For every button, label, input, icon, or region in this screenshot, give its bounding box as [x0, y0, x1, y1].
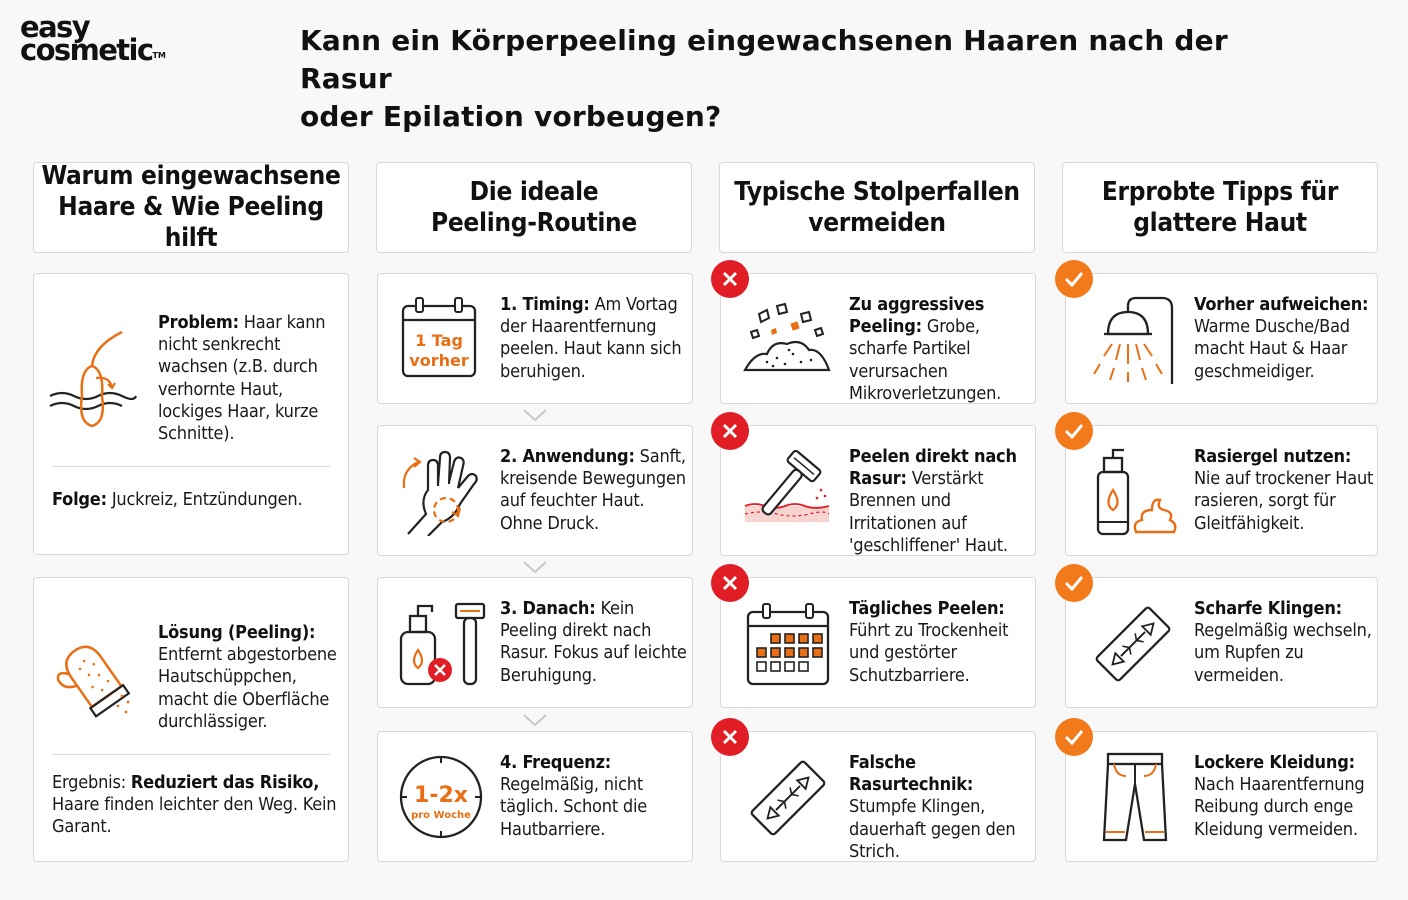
routine-step-3-label: 3. Danach: [500, 598, 596, 619]
tip-2-text: Nie auf trockener Haut rasieren, sorgt f… [1194, 468, 1374, 534]
pitfall-2: Peelen direkt nach Rasur: Verstärkt Bren… [720, 425, 1036, 556]
frequency-unit: pro Woche [411, 810, 471, 821]
chevron-down-icon [523, 561, 547, 574]
shower-icon [1093, 296, 1174, 384]
razor-blade-icon [750, 760, 826, 836]
routine-step-1-text: Am Vortag der Haarentfernung peelen. Hau… [500, 294, 682, 382]
checkmark-icon [1055, 260, 1093, 298]
tip-3: Scharfe Klingen: Regelmäßig wechseln, um… [1065, 577, 1378, 708]
tip-2-label: Rasiergel nutzen: [1194, 446, 1352, 467]
ingrown-hair-icon [49, 330, 138, 428]
routine-step-2-text: Sanft, kreisende Bewegungen auf feuchter… [500, 446, 686, 534]
chevron-down-icon [523, 409, 547, 422]
column-header-routine: Die ideale Peeling-Routine [376, 162, 692, 253]
brand-logo: easy cosmeticTM [20, 10, 166, 64]
pitfall-4-text: Stumpfe Klingen, dauerhaft gegen den Str… [849, 796, 1016, 862]
column-header-why: Warum eingewachsene Haare & Wie Peeling … [33, 161, 349, 253]
routine-step-2-label: 2. Anwendung: [500, 446, 635, 467]
card-solution: Lösung (Peeling): Entfernt abgestorbene … [33, 577, 349, 862]
column-header-routine-text: Die ideale Peeling-Routine [431, 176, 637, 238]
pitfall-3: Tägliches Peelen: Führt zu Trockenheit u… [720, 577, 1036, 708]
page-title: Kann ein Körperpeeling eingewachsenen Ha… [300, 24, 1228, 133]
trousers-icon [1102, 752, 1168, 842]
routine-step-4-label: 4. Frequenz: [500, 752, 612, 773]
pitfall-4-label: Falsche Rasurtechnik: [849, 752, 974, 796]
brand-line-2: cosmetic [20, 32, 154, 67]
pitfall-3-label: Tägliches Peelen: [849, 598, 1005, 619]
razor-blade-icon [1095, 606, 1171, 682]
problem-label: Problem: [158, 312, 239, 333]
error-x-icon [711, 260, 749, 298]
result-label: Ergebnis: [52, 772, 131, 793]
error-x-icon [711, 564, 749, 602]
consequence-text: Juckreiz, Entzündungen. [106, 489, 303, 510]
calendar-day-label: 1 Tag [415, 331, 463, 350]
column-header-pitfalls: Typische Stolperfallen vermeiden [719, 162, 1035, 253]
routine-step-3: 3. Danach: Kein Peeling direkt nach Rasu… [377, 577, 693, 708]
result-bold: Reduziert das Risiko, [130, 772, 320, 793]
checkmark-icon [1055, 718, 1093, 756]
tip-4: Lockere Kleidung: Nach Haarentfernung Re… [1065, 731, 1378, 862]
column-header-why-text: Warum eingewachsene Haare & Wie Peeling … [41, 161, 341, 253]
tip-1-text: Warme Dusche/Bad macht Haut & Haar gesch… [1194, 316, 1350, 382]
frequency-value: 1-2x [414, 783, 468, 808]
scrub-particles-icon [743, 302, 831, 372]
tip-1-label: Vorher aufweichen: [1194, 294, 1369, 315]
razor-skin-icon [744, 450, 830, 522]
tip-4-text: Nach Haarentfernung Reibung durch enge K… [1194, 774, 1365, 840]
divider [52, 466, 330, 467]
routine-step-3-text: Kein Peeling direkt nach Rasur. Fokus au… [500, 598, 687, 686]
brand-line-1: easy [20, 10, 91, 44]
hand-circle-icon [402, 450, 478, 536]
tip-1: Vorher aufweichen: Warme Dusche/Bad mach… [1065, 273, 1378, 404]
routine-step-4-text: Regelmäßig, nicht täglich. Schont die Ha… [500, 774, 648, 840]
result-text: Haare finden leichter den Weg. Kein Gara… [52, 794, 337, 838]
tip-3-label: Scharfe Klingen: [1194, 598, 1342, 619]
checkmark-icon [1055, 412, 1093, 450]
routine-step-1: 1 Tag vorher 1. Timing: Am Vortag der Ha… [377, 273, 693, 404]
card-problem: Problem: Haar kann nicht senkrecht wachs… [33, 273, 349, 555]
lotion-razor-icon [399, 602, 486, 686]
pitfall-1-label: Zu aggressives Peeling: [849, 294, 985, 338]
divider [52, 754, 330, 755]
brand-tm: TM [152, 50, 166, 60]
pitfall-2-text: Verstärkt Brennen und Irritationen auf '… [849, 468, 1008, 556]
column-header-tips-text: Erprobte Tipps für glattere Haut [1101, 176, 1339, 238]
calendar-before-label: vorher [409, 351, 469, 370]
tip-4-label: Lockere Kleidung: [1194, 752, 1355, 773]
routine-step-4: 1-2x pro Woche 4. Frequenz: Regelmäßig, … [377, 731, 693, 862]
consequence-label: Folge: [52, 489, 107, 510]
pitfall-4: Falsche Rasurtechnik: Stumpfe Klingen, d… [720, 731, 1036, 862]
calendar-icon: 1 Tag vorher [401, 297, 477, 378]
error-x-icon [711, 412, 749, 450]
tip-3-text: Regelmäßig wechseln, um Rupfen zu vermei… [1194, 620, 1372, 686]
problem-text: Haar kann nicht senkrecht wachsen (z.B. … [158, 312, 326, 445]
chevron-down-icon [523, 714, 547, 727]
calendar-grid-icon [746, 603, 830, 686]
tip-2: Rasiergel nutzen: Nie auf trockener Haut… [1065, 425, 1378, 556]
routine-step-1-label: 1. Timing: [500, 294, 590, 315]
pitfall-2-label: Peelen direkt nach Rasur: [849, 446, 1017, 490]
pitfall-1: Zu aggressives Peeling: Grobe, scharfe P… [720, 273, 1036, 404]
solution-label: Lösung (Peeling): [158, 622, 316, 643]
error-x-icon [711, 718, 749, 756]
pitfall-1-text: Grobe, scharfe Partikel verursachen Mikr… [849, 316, 1002, 404]
column-header-tips: Erprobte Tipps für glattere Haut [1062, 162, 1378, 253]
solution-text: Entfernt abgestorbene Hautschüppchen, ma… [158, 644, 337, 732]
clock-icon: 1-2x pro Woche [399, 755, 483, 839]
checkmark-icon [1055, 564, 1093, 602]
pitfall-3-text: Führt zu Trockenheit und gestörter Schut… [849, 620, 1009, 686]
shaving-gel-icon [1096, 448, 1177, 536]
routine-step-2: 2. Anwendung: Sanft, kreisende Bewegunge… [377, 425, 693, 556]
column-header-pitfalls-text: Typische Stolperfallen vermeiden [734, 176, 1020, 238]
exfoliating-glove-icon [56, 645, 131, 718]
